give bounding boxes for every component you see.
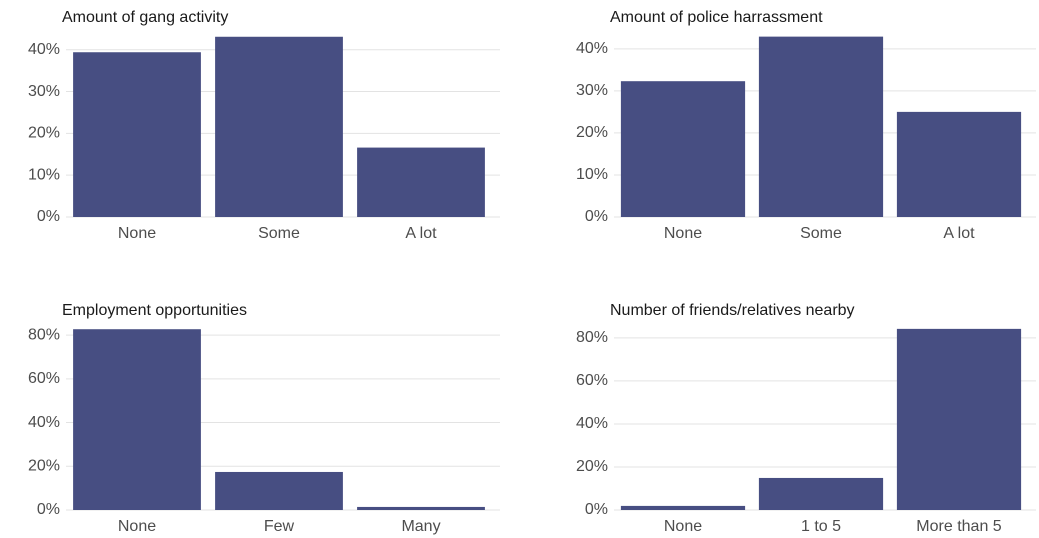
x-tick-label: None (118, 518, 156, 535)
y-tick-label: 20% (576, 124, 608, 141)
x-tick-label: A lot (943, 225, 975, 242)
x-tick-label: More than 5 (916, 518, 1001, 535)
y-tick-label: 60% (576, 372, 608, 389)
y-tick-label: 20% (576, 458, 608, 475)
bar (896, 111, 1022, 217)
y-tick-label: 60% (28, 370, 60, 387)
y-tick-label: 80% (28, 326, 60, 343)
bar (620, 81, 746, 218)
x-tick-label: None (664, 225, 702, 242)
y-tick-label: 0% (585, 501, 608, 518)
bar (357, 147, 485, 217)
x-tick-label: 1 to 5 (801, 518, 841, 535)
y-tick-label: 0% (37, 501, 60, 518)
y-tick-label: 10% (576, 166, 608, 183)
bar (215, 471, 343, 510)
chart-title: Number of friends/relatives nearby (610, 302, 855, 319)
chart-title: Employment opportunities (62, 302, 247, 319)
y-tick-label: 30% (576, 82, 608, 99)
y-tick-label: 40% (576, 40, 608, 57)
y-tick-label: 30% (28, 83, 60, 100)
bar (73, 329, 201, 510)
bar (357, 506, 485, 510)
chart-title: Amount of police harrassment (610, 9, 823, 26)
y-tick-label: 0% (585, 208, 608, 225)
y-tick-label: 0% (37, 208, 60, 225)
x-tick-label: None (664, 518, 702, 535)
y-tick-label: 40% (28, 41, 60, 58)
bar (73, 52, 201, 218)
bar (215, 36, 343, 217)
x-tick-label: Some (258, 225, 300, 242)
bar (896, 328, 1022, 510)
x-tick-label: Many (401, 518, 440, 535)
y-tick-label: 20% (28, 457, 60, 474)
y-tick-label: 40% (28, 414, 60, 431)
y-tick-label: 40% (576, 415, 608, 432)
x-tick-label: None (118, 225, 156, 242)
x-tick-label: Few (264, 518, 295, 535)
y-tick-label: 80% (576, 329, 608, 346)
chart-title: Amount of gang activity (62, 9, 228, 26)
x-tick-label: Some (800, 225, 842, 242)
y-tick-label: 20% (28, 125, 60, 142)
y-tick-label: 10% (28, 166, 60, 183)
bar (758, 477, 884, 510)
bar (620, 505, 746, 510)
x-tick-label: A lot (405, 225, 437, 242)
bar (758, 36, 884, 217)
